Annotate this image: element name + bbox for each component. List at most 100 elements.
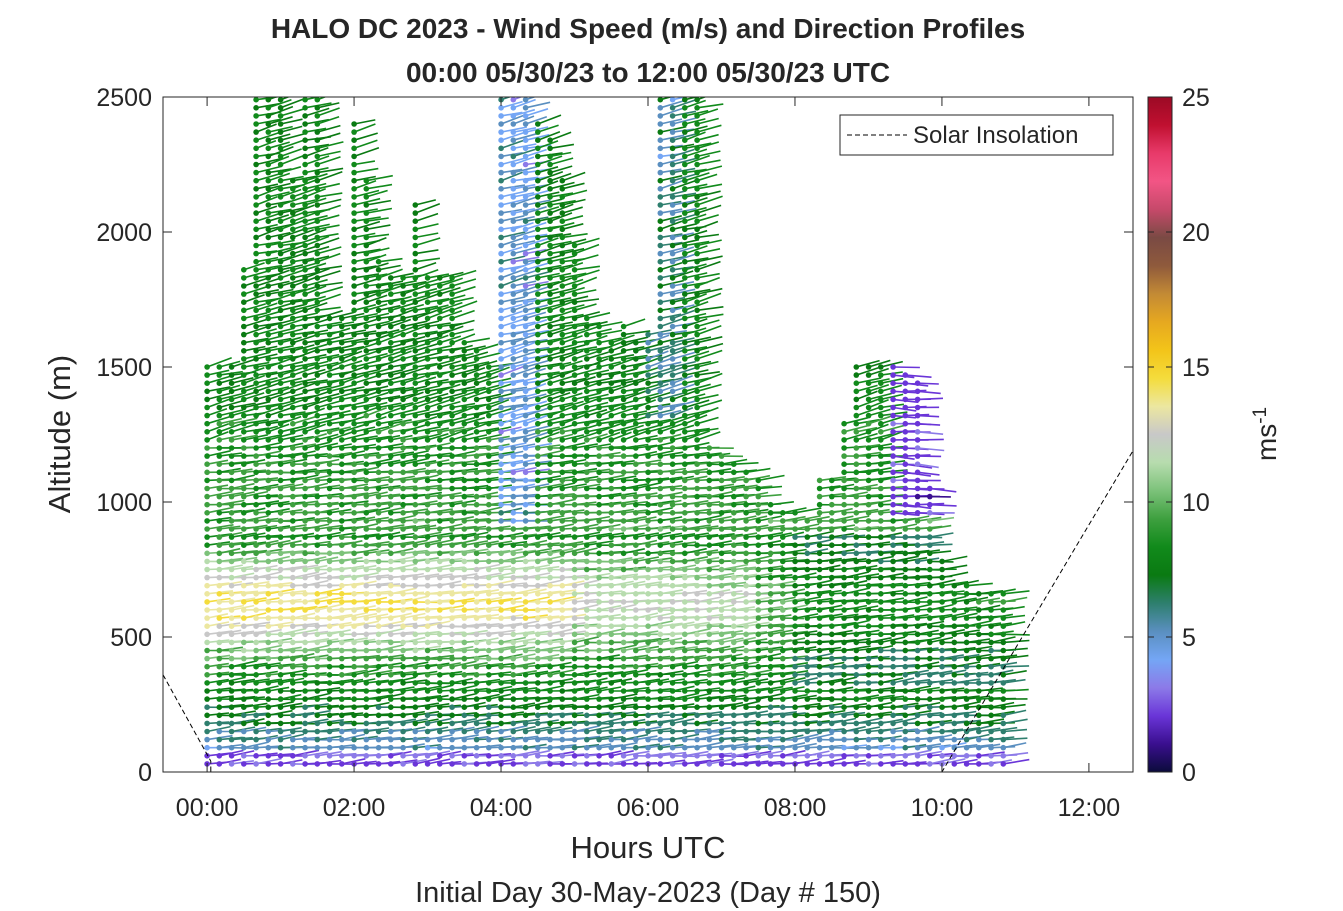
wind-point: [584, 404, 590, 411]
wind-barb: [586, 433, 608, 441]
wind-point: [522, 323, 529, 330]
wind-point: [363, 655, 370, 662]
wind-point: [633, 615, 639, 621]
wind-point: [339, 364, 345, 370]
wind-barb: [660, 313, 682, 320]
wind-point: [290, 218, 296, 224]
wind-point: [437, 736, 443, 743]
wind-point: [375, 510, 382, 516]
wind-point: [228, 582, 235, 589]
wind-point: [571, 477, 578, 484]
wind-point: [510, 534, 517, 540]
wind-point: [522, 210, 529, 216]
wind-point: [302, 720, 308, 727]
wind-point: [535, 161, 541, 168]
wind-point: [216, 591, 223, 597]
wind-barb: [562, 171, 586, 182]
wind-point: [559, 615, 566, 621]
wind-point: [363, 307, 370, 314]
wind-barb: [415, 757, 441, 765]
wind-point: [314, 97, 321, 103]
wind-point: [412, 388, 419, 395]
wind-point: [314, 105, 321, 111]
wind-point: [645, 753, 651, 759]
wind-point: [535, 129, 541, 135]
wind-point: [547, 194, 553, 200]
wind-point: [314, 736, 321, 743]
wind-barb: [353, 139, 378, 150]
wind-point: [547, 339, 553, 346]
wind-point: [363, 550, 370, 557]
wind-barb: [562, 328, 586, 336]
wind-point: [265, 129, 272, 135]
wind-point: [437, 720, 443, 727]
wind-barb: [439, 286, 461, 295]
wind-point: [486, 501, 492, 508]
wind-barb: [317, 192, 343, 198]
wind-barb: [660, 366, 685, 376]
wind-barb: [317, 384, 343, 393]
wind-point: [645, 404, 651, 411]
wind-barb: [562, 238, 587, 247]
wind-barb: [402, 311, 430, 320]
wind-barb: [500, 255, 526, 263]
wind-point: [571, 242, 578, 249]
wind-barb: [586, 328, 612, 336]
wind-point: [559, 315, 566, 322]
wind-point: [657, 761, 664, 767]
wind-point: [645, 582, 651, 589]
wind-barb: [378, 350, 404, 360]
wind-point: [486, 663, 492, 670]
wind-point: [584, 736, 590, 743]
wind-point: [559, 534, 566, 540]
wind-point: [241, 550, 247, 557]
wind-point: [302, 728, 308, 735]
wind-point: [535, 696, 541, 702]
wind-point: [302, 299, 308, 306]
wind-point: [584, 380, 590, 387]
wind-barb: [439, 383, 461, 393]
wind-point: [216, 728, 223, 735]
wind-point: [351, 186, 357, 192]
wind-point: [302, 445, 308, 451]
wind-point: [314, 728, 321, 735]
wind-point: [302, 704, 308, 710]
wind-barb: [574, 325, 600, 336]
wind-point: [559, 364, 566, 370]
wind-point: [645, 388, 651, 395]
wind-barb: [415, 257, 441, 263]
wind-point: [461, 550, 468, 557]
wind-point: [449, 356, 455, 362]
wind-point: [290, 688, 296, 694]
wind-point: [449, 453, 455, 459]
wind-point: [400, 315, 406, 322]
wind-point: [620, 429, 627, 435]
wind-point: [547, 518, 553, 524]
wind-point: [351, 364, 357, 370]
wind-point: [620, 704, 627, 710]
wind-point: [559, 242, 566, 249]
wind-barb: [402, 457, 429, 465]
wind-point: [559, 485, 566, 492]
wind-barb: [415, 416, 438, 425]
wind-barb: [353, 368, 380, 376]
wind-point: [302, 105, 308, 111]
wind-point: [657, 437, 664, 443]
wind-barb: [255, 277, 282, 287]
wind-point: [547, 283, 553, 289]
wind-point: [633, 429, 639, 435]
wind-point: [522, 429, 529, 435]
wind-barb: [464, 351, 489, 360]
wind-barb: [390, 326, 414, 336]
wind-barb: [304, 368, 326, 376]
wind-barb: [329, 384, 354, 393]
wind-point: [388, 404, 394, 411]
wind-point: [412, 663, 419, 670]
wind-point: [522, 250, 529, 257]
wind-point: [535, 372, 541, 378]
wind-point: [437, 315, 443, 322]
wind-point: [290, 720, 296, 727]
wind-point: [253, 356, 259, 362]
wind-point: [547, 315, 553, 322]
wind-point: [375, 291, 382, 297]
